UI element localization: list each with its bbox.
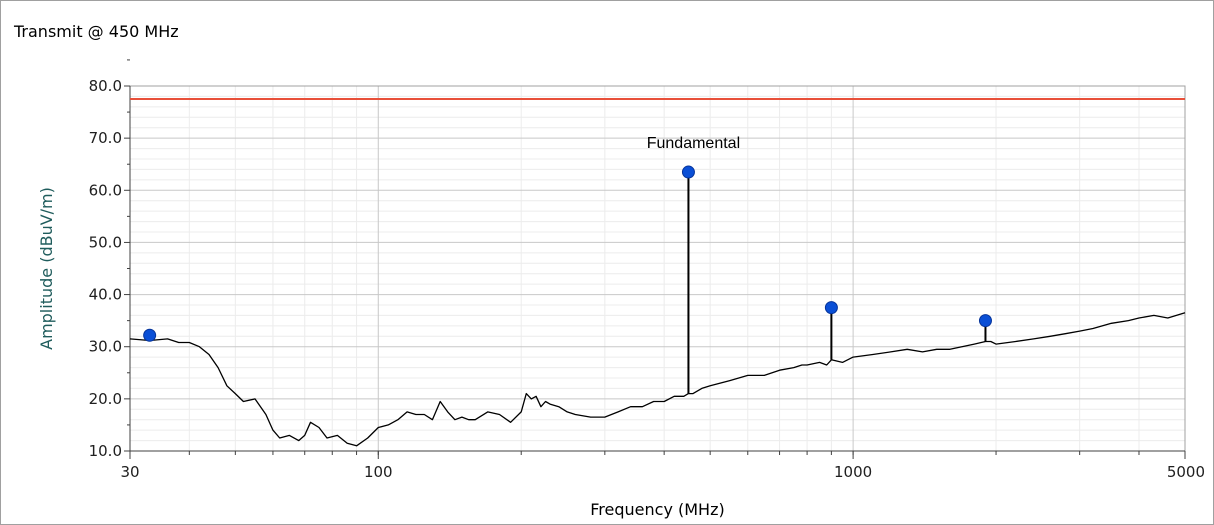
x-axis-title: Frequency (MHz) — [590, 500, 724, 519]
x-tick-label: 5000 — [1167, 463, 1205, 481]
plot-area — [130, 86, 1185, 451]
y-tick-label: 80.0 — [89, 77, 122, 95]
y-tick-label: 20.0 — [89, 390, 122, 408]
peak-marker — [681, 165, 695, 179]
peak-marker — [824, 301, 838, 315]
y-tick-label: 30.0 — [89, 338, 122, 356]
x-tick-label: 1000 — [834, 463, 872, 481]
peak-marker — [978, 314, 992, 328]
y-tick-label: 70.0 — [89, 129, 122, 147]
chart-title: Transmit @ 450 MHz — [14, 22, 179, 41]
peak-marker — [143, 328, 157, 342]
x-tick-label: 100 — [364, 463, 393, 481]
x-tick-label: 30 — [120, 463, 139, 481]
y-tick-label: 40.0 — [89, 286, 122, 304]
fundamental-annotation: Fundamental — [647, 135, 740, 152]
y-tick-label: 50.0 — [89, 233, 122, 251]
y-axis-title: Amplitude (dBuV/m) — [37, 187, 56, 350]
y-tick-label: 60.0 — [89, 181, 122, 199]
y-tick-label: 10.0 — [89, 442, 122, 460]
emission-trace — [129, 312, 1186, 447]
